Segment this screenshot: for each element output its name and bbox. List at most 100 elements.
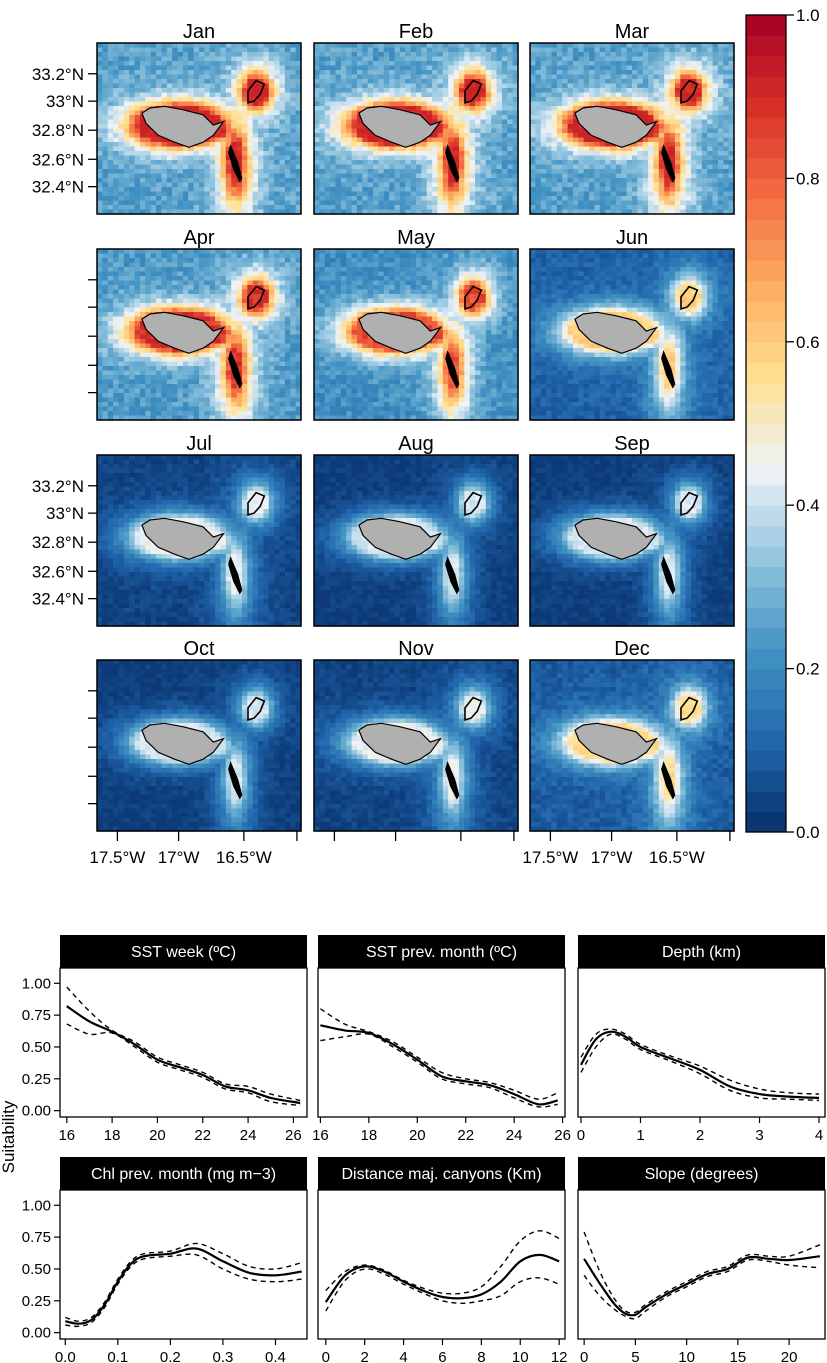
map-cell: [346, 178, 353, 184]
map-cell: [653, 110, 660, 116]
map-cell: [102, 285, 109, 291]
map-cell: [589, 74, 596, 80]
map-cell: [664, 65, 671, 71]
map-cell: [150, 366, 157, 372]
map-cell: [274, 173, 281, 179]
map-cell: [102, 128, 109, 134]
map-cell: [188, 205, 195, 211]
map-cell: [102, 191, 109, 197]
map-cell: [491, 200, 498, 206]
map-cell: [263, 43, 270, 49]
map-cell: [562, 101, 569, 107]
map-cell: [691, 47, 698, 53]
map-cell: [707, 43, 714, 49]
map-cell: [405, 205, 412, 211]
map-cell: [680, 146, 687, 152]
map-cell: [410, 205, 417, 211]
desertas-island-shape: [228, 144, 243, 183]
map-cell: [367, 65, 374, 71]
map-cell: [324, 88, 331, 94]
map-cell: [383, 164, 390, 170]
map-cell: [501, 128, 508, 134]
map-cell: [346, 97, 353, 103]
map-cell: [263, 128, 270, 134]
map-cell: [546, 61, 553, 67]
map-cell: [556, 160, 563, 166]
map-cell: [637, 43, 644, 49]
map-cell: [464, 88, 471, 94]
map-cell: [491, 137, 498, 143]
map-cell: [166, 253, 173, 259]
map-cell: [319, 173, 326, 179]
map-cell: [421, 101, 428, 107]
map-cell: [373, 56, 380, 62]
map-cell: [669, 79, 676, 85]
map-cell: [567, 205, 574, 211]
map-cell: [188, 146, 195, 152]
map-cell: [501, 74, 508, 80]
map-cell: [475, 101, 482, 107]
map-cell: [707, 101, 714, 107]
map-cell: [453, 52, 460, 58]
map-cell: [356, 169, 363, 175]
map-cell: [161, 101, 168, 107]
map-cell: [551, 200, 558, 206]
map-cell: [594, 61, 601, 67]
map-cell: [156, 276, 163, 282]
map-cell: [113, 271, 120, 277]
map-cell: [572, 101, 579, 107]
map-cell: [594, 187, 601, 193]
map-cell: [113, 52, 120, 58]
map-cell: [102, 393, 109, 399]
map-cell: [599, 92, 606, 98]
map-cell: [707, 83, 714, 89]
map-cell: [97, 205, 103, 211]
map-cell: [263, 70, 270, 76]
map-cell: [605, 205, 612, 211]
map-cell: [258, 83, 265, 89]
map-cell: [610, 74, 617, 80]
map-cell: [707, 88, 714, 94]
map-cell: [728, 79, 735, 85]
map-cell: [340, 133, 347, 139]
map-cell: [410, 65, 417, 71]
map-cell: [236, 92, 243, 98]
map-cell: [123, 357, 130, 363]
map-cell: [263, 196, 270, 202]
map-cell: [220, 101, 227, 107]
map-cell: [642, 119, 649, 125]
map-cell: [680, 200, 687, 206]
map-cell: [139, 312, 146, 318]
map-cell: [188, 65, 195, 71]
map-cell: [241, 173, 248, 179]
map-cell: [421, 160, 428, 166]
map-cell: [653, 61, 660, 67]
map-cell: [394, 97, 401, 103]
map-cell: [113, 388, 120, 394]
map-cell: [546, 128, 553, 134]
map-cell: [717, 56, 724, 62]
map-cell: [562, 88, 569, 94]
map-cell: [193, 70, 200, 76]
map-cell: [615, 196, 622, 202]
map-cell: [182, 262, 189, 268]
map-cell: [107, 137, 114, 143]
map-cell: [123, 106, 130, 112]
map-cell: [453, 97, 460, 103]
map-cell: [696, 142, 703, 148]
map-cell: [712, 119, 719, 125]
map-cell: [204, 97, 211, 103]
map-cell: [279, 146, 286, 152]
map-cell: [448, 65, 455, 71]
map-cell: [139, 379, 146, 385]
map-cell: [405, 97, 412, 103]
map-cell: [346, 70, 353, 76]
map-cell: [556, 92, 563, 98]
map-cell: [134, 74, 141, 80]
map-cell: [123, 124, 130, 130]
map-cell: [594, 92, 601, 98]
map-cell: [572, 61, 579, 67]
map-cell: [572, 142, 579, 148]
map-cell: [464, 169, 471, 175]
